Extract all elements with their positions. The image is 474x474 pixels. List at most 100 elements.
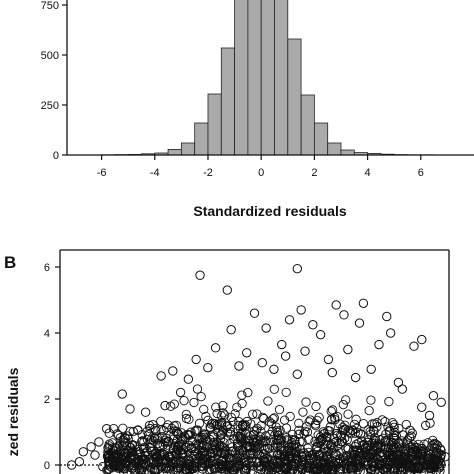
scatter-point bbox=[302, 421, 312, 431]
histogram-x-ticks: -6 -4 -2 0 2 4 6 bbox=[97, 155, 424, 179]
scatter-point bbox=[338, 452, 349, 462]
scatter-point bbox=[343, 409, 353, 419]
scatter-point bbox=[410, 462, 420, 472]
scatter-point bbox=[263, 396, 273, 406]
scatter-point bbox=[243, 436, 253, 446]
histogram-x-tick-label: -6 bbox=[97, 167, 107, 179]
scatter-point bbox=[325, 441, 336, 451]
scatter-point bbox=[126, 442, 136, 453]
scatter-point bbox=[162, 440, 173, 450]
scatter-point bbox=[343, 425, 353, 436]
scatter-point bbox=[219, 443, 230, 453]
scatter-point bbox=[236, 430, 246, 440]
scatter-point bbox=[103, 450, 113, 461]
scatter-point bbox=[220, 449, 230, 459]
histogram-bar bbox=[260, 0, 275, 156]
scatter-point bbox=[251, 425, 262, 435]
histogram-y-ticks: 0 250 500 750 bbox=[41, 0, 67, 162]
scatter-point bbox=[234, 361, 244, 371]
scatter-point bbox=[374, 339, 384, 350]
scatter-point bbox=[66, 460, 77, 470]
scatter-point bbox=[383, 422, 393, 432]
scatter-point bbox=[413, 439, 424, 450]
scatter-point bbox=[351, 414, 361, 424]
scatter-point bbox=[159, 425, 169, 436]
scatter-point bbox=[345, 427, 355, 437]
scatter-point bbox=[364, 405, 374, 416]
scatter-point bbox=[294, 429, 304, 440]
scatter-point bbox=[378, 464, 388, 474]
scatter-point bbox=[354, 318, 365, 328]
scatter-point bbox=[383, 442, 394, 453]
scatter-point bbox=[420, 420, 431, 431]
scatter-point bbox=[128, 426, 138, 437]
scatter-point bbox=[328, 405, 338, 415]
scatter-point bbox=[341, 452, 351, 462]
scatter-point bbox=[179, 396, 189, 406]
scatter-point bbox=[242, 440, 253, 451]
scatter-point bbox=[101, 424, 112, 434]
scatter-point bbox=[102, 465, 112, 474]
scatter-point bbox=[277, 339, 287, 350]
scatter-point bbox=[269, 364, 279, 374]
scatter-point bbox=[322, 454, 333, 464]
histogram-x-tick-label: 4 bbox=[365, 167, 371, 179]
scatter-point bbox=[219, 437, 229, 448]
scatter-point bbox=[233, 420, 243, 431]
scatter-point bbox=[196, 391, 206, 402]
scatter-point bbox=[338, 399, 348, 410]
scatter-point bbox=[273, 449, 283, 459]
scatter-y-tick-label: 2 bbox=[44, 394, 50, 406]
scatter-point bbox=[229, 465, 240, 474]
scatter-point bbox=[141, 448, 151, 458]
scatter-point bbox=[287, 429, 298, 440]
scatter-point bbox=[222, 427, 232, 438]
scatter-point bbox=[191, 354, 201, 365]
histogram-bar bbox=[313, 122, 329, 156]
scatter-point bbox=[195, 433, 205, 443]
scatter-point bbox=[210, 343, 221, 353]
scatter-point bbox=[286, 464, 297, 474]
scatter-point bbox=[166, 401, 176, 411]
scatter-point bbox=[339, 433, 350, 444]
scatter-point bbox=[327, 367, 337, 378]
scatter-point bbox=[144, 420, 155, 431]
scatter-point bbox=[210, 462, 221, 473]
scatter-point bbox=[249, 308, 260, 318]
scatter-point bbox=[122, 431, 133, 441]
scatter-point bbox=[265, 429, 275, 440]
scatter-point bbox=[363, 425, 373, 435]
scatter-point bbox=[257, 358, 267, 368]
scatter-point bbox=[406, 431, 416, 441]
scatter-point bbox=[366, 364, 376, 374]
scatter-point bbox=[269, 413, 279, 423]
scatter-point bbox=[316, 466, 327, 474]
scatter-point bbox=[298, 455, 308, 465]
scatter-point bbox=[237, 390, 247, 400]
scatter-point bbox=[229, 434, 239, 444]
scatter-point bbox=[312, 415, 322, 426]
scatter-point bbox=[203, 459, 213, 469]
scatter-point bbox=[197, 439, 207, 450]
scatter-point bbox=[201, 411, 211, 422]
scatter-point bbox=[143, 430, 154, 440]
scatter-point bbox=[78, 447, 89, 457]
scatter-point bbox=[243, 387, 253, 398]
scatter-point bbox=[201, 453, 211, 463]
scatter-point bbox=[411, 450, 421, 460]
histogram-bar bbox=[207, 93, 222, 156]
scatter-point bbox=[351, 439, 361, 450]
scatter-y-tick-label: 4 bbox=[44, 328, 50, 340]
scatter-point bbox=[389, 464, 399, 474]
scatter-point bbox=[285, 411, 295, 422]
histogram-bar bbox=[220, 47, 235, 156]
scatter-point bbox=[138, 458, 149, 469]
scatter-point bbox=[183, 374, 194, 384]
scatter-point bbox=[125, 404, 135, 414]
histogram-bar bbox=[194, 122, 209, 156]
histogram-x-tick-label: 6 bbox=[418, 167, 424, 179]
scatter-point bbox=[249, 426, 259, 436]
panel-b-label: B bbox=[4, 253, 16, 272]
histogram-bar bbox=[180, 142, 196, 156]
scatter-point bbox=[156, 371, 166, 381]
